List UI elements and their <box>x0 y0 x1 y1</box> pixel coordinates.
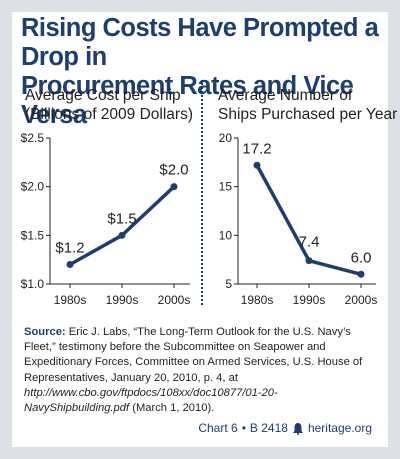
right-chart-x-tick-label: 2000s <box>345 293 378 307</box>
footer-chart-id: Chart 6 <box>198 421 238 435</box>
liberty-bell-icon <box>292 422 303 435</box>
right-chart-data-point <box>357 270 365 278</box>
left-chart-title-line-1: Average Cost per Ship <box>25 87 181 104</box>
right-chart-data-point <box>305 257 313 265</box>
footer-site: heritage.org <box>307 421 372 435</box>
footer-separator: • <box>241 421 246 435</box>
right-chart-title: Average Number of Ships Purchased per Ye… <box>218 86 397 124</box>
right-chart-data-label: 17.2 <box>242 140 271 157</box>
right-chart-y-tick-label: 15 <box>219 180 233 194</box>
page-title: Rising Costs Have Prompted a Drop in Pro… <box>21 14 391 130</box>
left-chart-data-label: $1.2 <box>55 240 84 257</box>
left-chart: $1.0 $1.5 $2.0 $2.5 1980s 1990s 2000s $1.2 $1.5 $… <box>21 131 191 307</box>
left-chart-y-tick-label: $1.0 <box>21 277 45 291</box>
footer: Chart 6 • B 2418 heritage.org <box>198 421 372 435</box>
chart-panel <box>12 12 388 447</box>
title-line-2: Procurement Rates and Vice Versa <box>21 72 354 129</box>
right-chart-y-tick-label: 10 <box>219 228 233 242</box>
left-chart-x-tick-label: 2000s <box>158 293 191 307</box>
left-chart-data-label: $1.5 <box>107 210 136 227</box>
right-chart-x-tick-label: 1980s <box>241 293 274 307</box>
source-text-1: Eric J. Labs, “The Long-Term Outlook for… <box>24 326 363 384</box>
right-chart-x-tick-label: 1990s <box>293 293 326 307</box>
right-chart-title-line-1: Average Number of <box>218 87 353 104</box>
source-label: Source: <box>24 326 66 338</box>
left-chart-x-tick-label: 1990s <box>106 293 139 307</box>
source-text-2: (March 1, 2010). <box>129 402 215 415</box>
right-chart-data-point <box>253 161 261 169</box>
right-chart: 5 10 15 20 1980s 1990s 2000s 17.2 7.4 6.0 <box>219 131 378 307</box>
left-chart-y-tick-label: $1.5 <box>21 228 45 242</box>
footer-report-id: B 2418 <box>249 421 288 435</box>
left-chart-y-tick-label: $2.0 <box>21 180 45 194</box>
left-chart-data-point <box>66 261 74 269</box>
right-chart-y-tick-label: 5 <box>225 277 232 291</box>
title-line-1: Rising Costs Have Prompted a Drop in <box>21 14 379 71</box>
right-chart-title-line-2: Ships Purchased per Year <box>218 106 398 123</box>
right-chart-data-label: 7.4 <box>299 234 320 251</box>
left-chart-data-point <box>170 183 178 191</box>
left-chart-title-line-2: (Billions of 2009 Dollars) <box>25 106 193 123</box>
right-chart-data-label: 6.0 <box>351 249 372 266</box>
source-note: Source: Eric J. Labs, “The Long-Term Out… <box>24 325 379 416</box>
left-chart-y-tick-label: $2.5 <box>21 131 45 145</box>
left-chart-data-label: $2.0 <box>159 162 188 179</box>
panel-divider <box>201 80 203 305</box>
source-url: http://www.cbo.gov/ftpdocs/108xx/doc1087… <box>24 386 278 415</box>
left-chart-title: Average Cost per Ship (Billions of 2009 … <box>25 86 193 124</box>
right-chart-y-tick-label: 20 <box>219 131 233 145</box>
left-chart-data-point <box>118 231 126 239</box>
left-chart-x-tick-label: 1980s <box>54 293 87 307</box>
